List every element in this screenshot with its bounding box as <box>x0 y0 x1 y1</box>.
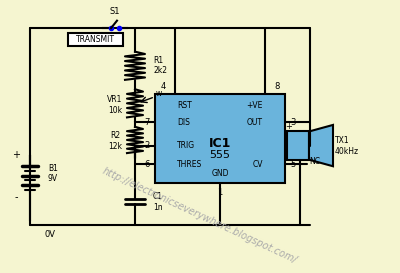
Text: TRANSMIT: TRANSMIT <box>76 35 114 44</box>
Text: C1
1n: C1 1n <box>153 192 163 212</box>
Text: 2: 2 <box>144 141 150 150</box>
Text: VR1
10k: VR1 10k <box>107 96 123 115</box>
Text: CV: CV <box>252 160 263 169</box>
Text: 555: 555 <box>210 150 230 161</box>
Text: 0V: 0V <box>44 230 56 239</box>
Text: IC1: IC1 <box>209 137 231 150</box>
Text: S1: S1 <box>110 7 120 16</box>
Text: http://electronicseverywhere.blogspot.com/: http://electronicseverywhere.blogspot.co… <box>101 166 299 266</box>
Text: w: w <box>156 90 162 99</box>
Text: OUT: OUT <box>247 118 263 127</box>
Text: TRIG: TRIG <box>177 141 195 150</box>
Text: -: - <box>14 192 18 202</box>
Text: +: + <box>12 150 20 160</box>
Text: NC: NC <box>310 157 320 166</box>
Text: GND: GND <box>211 169 229 178</box>
Text: 7: 7 <box>144 118 150 127</box>
Text: R2
12k: R2 12k <box>108 131 122 151</box>
Bar <box>155 94 285 183</box>
Text: +: + <box>286 122 292 131</box>
Text: 1: 1 <box>217 188 223 197</box>
Polygon shape <box>309 125 333 166</box>
Text: 3: 3 <box>290 118 296 127</box>
Text: R1
2k2: R1 2k2 <box>153 56 167 75</box>
Bar <box>68 33 123 46</box>
Text: TX1: TX1 <box>335 136 350 146</box>
Text: B1
9V: B1 9V <box>48 164 58 183</box>
Text: THRES: THRES <box>177 160 202 169</box>
Text: 6: 6 <box>144 160 150 169</box>
Text: 8: 8 <box>274 82 280 91</box>
Text: 4: 4 <box>160 82 166 91</box>
Text: RST: RST <box>177 101 192 110</box>
Text: 40kHz: 40kHz <box>335 147 359 156</box>
Bar <box>287 132 309 160</box>
Text: DIS: DIS <box>177 118 190 127</box>
Text: +VE: +VE <box>247 101 263 110</box>
Text: 5: 5 <box>290 160 296 169</box>
